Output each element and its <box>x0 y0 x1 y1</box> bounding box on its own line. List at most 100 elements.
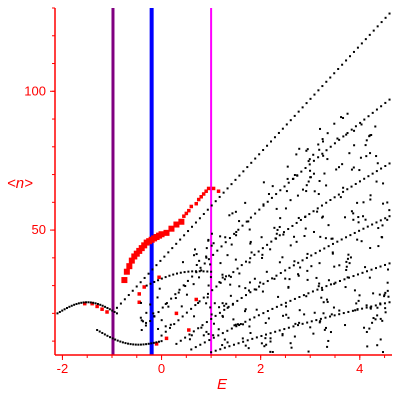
black-data-point <box>194 304 197 307</box>
black-data-point <box>75 302 78 305</box>
data-points <box>56 12 391 354</box>
black-data-point <box>313 93 316 96</box>
black-data-point <box>363 177 366 180</box>
black-data-point <box>371 223 374 226</box>
black-data-point <box>248 318 251 321</box>
black-data-point <box>376 314 379 317</box>
black-data-point <box>158 287 161 290</box>
black-data-point <box>356 238 359 241</box>
black-data-point <box>377 245 380 248</box>
black-data-point <box>318 282 321 285</box>
black-data-point <box>246 339 249 342</box>
black-data-point <box>150 342 153 345</box>
black-data-point <box>384 307 387 310</box>
black-data-point <box>164 325 167 328</box>
black-data-point <box>379 265 382 268</box>
black-data-point <box>371 172 374 175</box>
red-data-point <box>121 277 128 284</box>
black-data-point <box>273 277 276 280</box>
black-data-point <box>259 281 262 284</box>
black-data-point <box>214 200 217 203</box>
black-data-point <box>388 301 391 304</box>
black-data-point <box>249 216 252 219</box>
black-data-point <box>388 262 391 265</box>
black-data-point <box>325 149 328 152</box>
black-data-point <box>321 85 324 88</box>
black-data-point <box>287 326 290 329</box>
black-data-point <box>305 102 308 105</box>
black-data-point <box>200 269 203 272</box>
black-data-point <box>372 29 375 32</box>
black-data-point <box>271 277 274 280</box>
black-data-point <box>214 314 217 317</box>
black-data-point <box>222 191 225 194</box>
black-data-point <box>101 304 104 307</box>
black-data-point <box>255 288 258 291</box>
black-data-point <box>366 225 369 228</box>
black-data-point <box>220 245 223 248</box>
black-data-point <box>279 217 282 220</box>
black-data-point <box>318 262 321 265</box>
black-data-point <box>318 321 321 324</box>
black-data-point <box>349 256 352 259</box>
black-data-point <box>229 283 232 286</box>
black-data-point <box>299 218 302 221</box>
black-data-point <box>194 248 197 251</box>
black-data-point <box>347 253 350 256</box>
black-data-point <box>96 329 99 332</box>
red-data-point <box>126 263 133 270</box>
black-data-point <box>149 303 152 306</box>
black-data-point <box>361 307 364 310</box>
black-data-point <box>312 332 315 335</box>
black-data-point <box>376 162 379 165</box>
black-data-point <box>348 152 351 155</box>
black-data-point <box>378 293 381 296</box>
black-data-point <box>338 264 341 267</box>
black-data-point <box>357 299 360 302</box>
black-data-point <box>309 169 312 172</box>
black-data-point <box>290 346 293 349</box>
black-data-point <box>316 288 319 291</box>
black-data-point <box>322 301 325 304</box>
black-data-point <box>376 344 379 347</box>
black-data-point <box>212 322 215 325</box>
black-data-point <box>354 125 357 128</box>
black-data-point <box>221 332 224 335</box>
black-data-point <box>359 121 362 124</box>
black-data-point <box>235 325 238 328</box>
black-data-point <box>106 307 109 310</box>
black-data-point <box>216 249 219 252</box>
x-tick-label: 2 <box>257 361 264 376</box>
red-data-point <box>164 336 169 341</box>
black-data-point <box>352 166 355 169</box>
black-data-point <box>145 311 148 314</box>
black-data-point <box>297 324 300 327</box>
black-data-point <box>382 182 385 185</box>
black-data-point <box>293 297 296 300</box>
black-data-point <box>214 349 217 352</box>
black-data-point <box>140 329 143 332</box>
red-data-point <box>206 186 211 191</box>
black-data-point <box>184 285 187 288</box>
black-data-point <box>87 301 90 304</box>
black-data-point <box>333 314 336 317</box>
black-data-point <box>297 110 300 113</box>
black-data-point <box>147 272 150 275</box>
black-data-point <box>273 226 276 229</box>
black-data-point <box>284 277 287 280</box>
black-data-point <box>380 21 383 24</box>
black-data-point <box>205 256 208 259</box>
black-data-point <box>258 208 261 211</box>
red-data-point <box>199 195 203 199</box>
black-data-point <box>325 184 328 187</box>
black-data-point <box>388 209 391 212</box>
black-data-point <box>341 63 344 66</box>
black-data-point <box>228 214 231 217</box>
black-data-point <box>342 186 345 189</box>
black-data-point <box>191 275 194 278</box>
black-data-point <box>175 342 178 345</box>
black-data-point <box>92 301 95 304</box>
black-data-point <box>119 302 122 305</box>
black-data-point <box>291 224 294 227</box>
black-data-point <box>171 247 174 250</box>
